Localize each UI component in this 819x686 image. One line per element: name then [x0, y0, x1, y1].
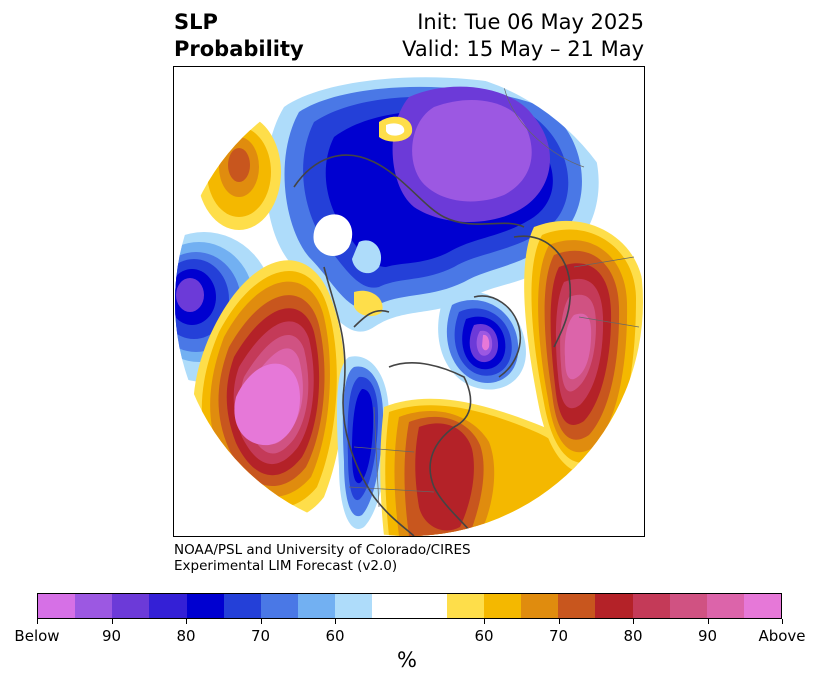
colorbar-segment: [558, 594, 596, 618]
colorbar-tick-mark: [633, 619, 634, 624]
colorbar-tick-label: 80: [623, 627, 643, 645]
europe-high: [524, 220, 643, 474]
colorbar-tick-label: 60: [325, 627, 345, 645]
credit-line-2: Experimental LIM Forecast (v2.0): [174, 558, 398, 574]
title-line-1: SLP: [174, 10, 218, 34]
colorbar-segment: [223, 594, 261, 618]
colorbar-tick-mark: [707, 619, 709, 624]
colorbar-tick-mark: [111, 619, 113, 624]
colorbar-segment: [75, 594, 113, 618]
alaska-positive: [354, 290, 383, 317]
hudson-bay-low: [438, 291, 526, 390]
probability-colorbar: [37, 593, 782, 619]
credit-line-1: NOAA/PSL and University of Colorado/CIRE…: [174, 542, 471, 558]
colorbar-segment: [632, 594, 670, 618]
probability-fields: [175, 68, 643, 536]
map-title: SLP Probability: [174, 9, 304, 63]
colorbar-tick-mark: [782, 619, 783, 624]
colorbar-segment: [372, 594, 410, 618]
colorbar-tick-label: Above: [758, 627, 806, 645]
colorbar-tick-mark: [260, 619, 262, 624]
colorbar-segment: [112, 594, 150, 618]
colorbar-segment: [446, 594, 484, 618]
colorbar-unit: %: [397, 648, 417, 672]
western-na-low: [336, 356, 389, 529]
colorbar-segment: [521, 594, 559, 618]
colorbar-segment: [669, 594, 707, 618]
colorbar-segment: [483, 594, 522, 618]
north-pacific-high: [197, 114, 281, 230]
colorbar-tick-label: 60: [474, 627, 494, 645]
colorbar-tick-label: Below: [14, 627, 60, 645]
colorbar-tick-label: 70: [548, 627, 569, 645]
colorbar-tick-label: 90: [697, 627, 718, 645]
colorbar-tick-label: 80: [176, 627, 196, 645]
colorbar-tick-mark: [186, 619, 187, 624]
probability-map-svg: [175, 68, 643, 536]
init-date: Init: Tue 06 May 2025: [417, 10, 644, 34]
colorbar-tick-mark: [335, 619, 336, 624]
colorbar-segment: [38, 594, 76, 618]
colorbar-segment: [595, 594, 633, 618]
valid-range: Valid: 15 May – 21 May: [402, 37, 644, 61]
colorbar-tick-label: 90: [101, 627, 122, 645]
colorbar-segment: [409, 594, 447, 618]
pacific-high-region: [193, 260, 345, 521]
colorbar-segment: [335, 594, 373, 618]
colorbar-tick-label: 70: [250, 627, 271, 645]
colorbar-tick-mark: [558, 619, 560, 624]
credit-text: NOAA/PSL and University of Colorado/CIRE…: [174, 542, 471, 574]
colorbar-segment: [260, 594, 299, 618]
colorbar-segment: [186, 594, 224, 618]
polar-map: [173, 66, 645, 537]
colorbar-segment: [706, 594, 744, 618]
colorbar-tick-mark: [37, 619, 38, 624]
colorbar-segment: [298, 594, 336, 618]
arctic-low-region: [265, 77, 599, 332]
colorbar-segment: [149, 594, 187, 618]
title-line-2: Probability: [174, 37, 304, 61]
colorbar-segment: [743, 594, 782, 618]
forecast-dates: Init: Tue 06 May 2025 Valid: 15 May – 21…: [402, 9, 644, 63]
coastlines: [293, 154, 572, 536]
colorbar-tick-mark: [484, 619, 485, 624]
